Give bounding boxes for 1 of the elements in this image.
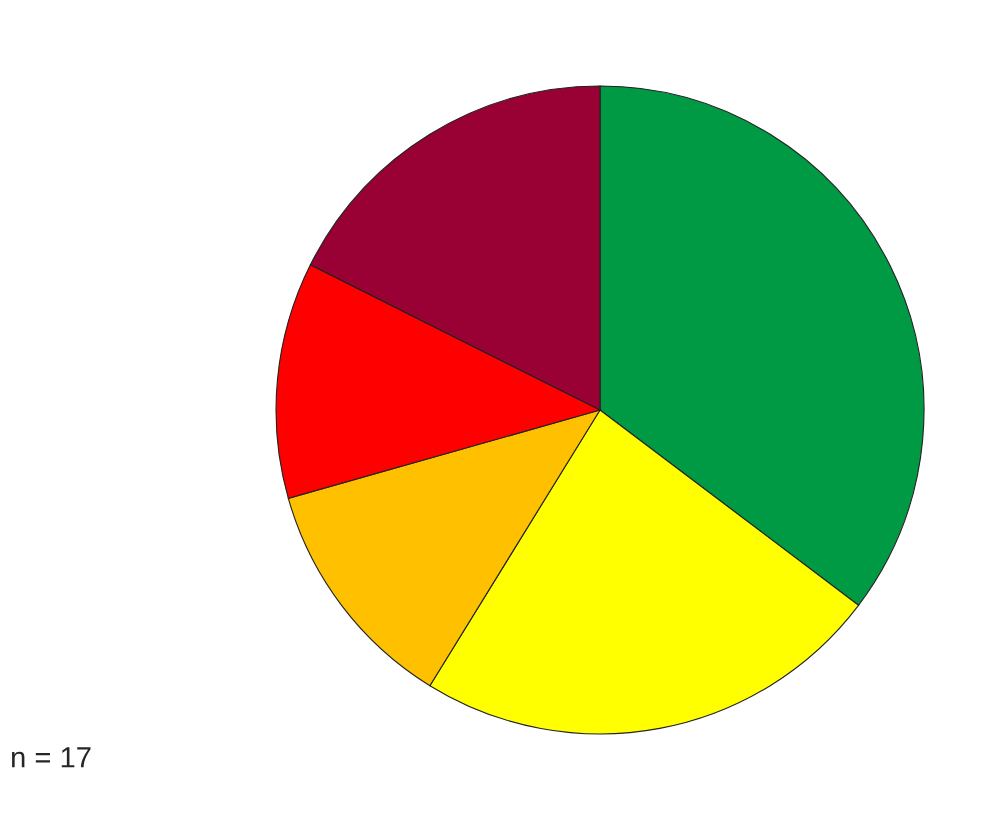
text: n = 17 [12,747,91,768]
